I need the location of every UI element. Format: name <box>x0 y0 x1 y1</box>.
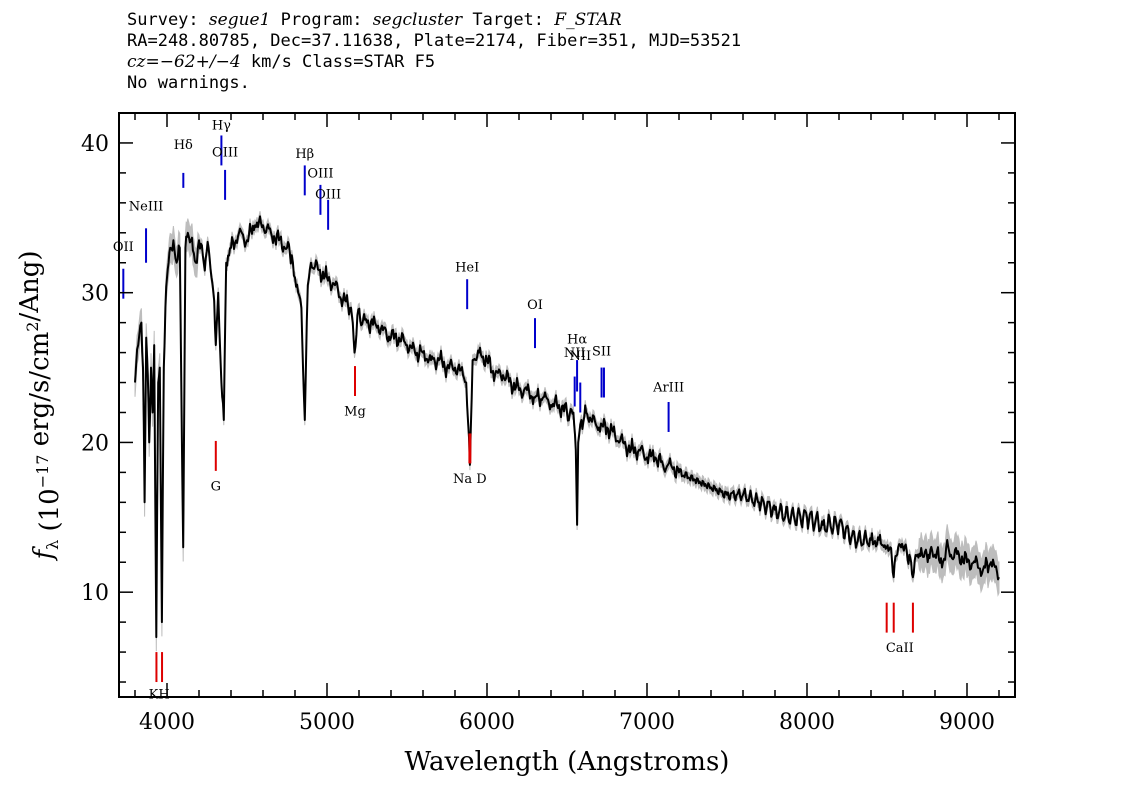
header-line-survey: Survey: segue1 Program: segcluster Targe… <box>127 10 741 31</box>
x-tick-label: 7000 <box>619 710 675 735</box>
emission-line-label: OIII <box>212 145 238 160</box>
emission-line-label: SII <box>592 345 611 360</box>
x-tick-label: 9000 <box>939 710 995 735</box>
y-tick-label: 20 <box>81 431 109 456</box>
flux-line-group <box>134 215 1000 639</box>
y-axis-title-part: λ <box>43 540 62 550</box>
absorption-line-label: Mg <box>344 404 366 419</box>
error-band <box>134 211 1000 652</box>
emission-line-label: OIII <box>315 187 341 202</box>
emission-line-label: Hγ <box>212 118 231 133</box>
y-axis-title-part: −17 <box>33 455 52 489</box>
target-value: F_STAR <box>554 10 622 30</box>
header-line-redshift: cz=−62+/−4 km/s Class=STAR F5 <box>127 52 741 73</box>
program-value: segcluster <box>372 10 463 30</box>
emission-line-label: OIII <box>307 166 333 181</box>
header-line-warnings: No warnings. <box>127 73 250 93</box>
error-band-area <box>134 211 1000 652</box>
emission-line-label: HeI <box>455 261 479 276</box>
y-axis-title-part: /Ang) <box>15 250 45 321</box>
y-tick-label: 10 <box>81 581 109 606</box>
survey-value: segue1 <box>208 10 271 30</box>
x-axis-title: Wavelength (Angstroms) <box>405 747 730 777</box>
y-axis-title-part: erg/s/cm <box>25 332 55 455</box>
emission-line-label: OI <box>527 298 543 313</box>
emission-line-label: NII <box>564 346 586 361</box>
y-axis-title-part: (10 <box>35 488 65 540</box>
program-label: Program: <box>280 10 363 30</box>
target-label: Target: <box>472 10 545 30</box>
class-text: km/s Class=STAR F5 <box>240 52 436 72</box>
y-axis-title-text: f_λ (10^-17 erg/s/cm^2/Ang)fλ (10−17 erg… <box>15 250 65 561</box>
absorption-line-label: Na D <box>453 472 487 487</box>
y-tick-label: 40 <box>81 132 109 157</box>
header-line-coordinates: RA=248.80785, Dec=37.11638, Plate=2174, … <box>127 31 742 51</box>
x-tick-label: 8000 <box>779 710 835 735</box>
y-axis-title: f_λ (10^-17 erg/s/cm^2/Ang)fλ (10−17 erg… <box>15 250 65 561</box>
cz-label: cz <box>127 52 146 72</box>
emission-line-label: ArIII <box>652 381 684 396</box>
emission-line-label: NII <box>569 349 591 364</box>
flux-line <box>134 215 1000 639</box>
emission-line-label: OII <box>113 240 134 255</box>
plot-frame <box>118 112 1016 698</box>
y-axis-title-part: 2 <box>23 322 42 332</box>
absorption-line-label: KH <box>149 687 170 702</box>
emission-line-label: Hα <box>567 333 587 348</box>
spectrum-header: Survey: segue1 Program: segcluster Targe… <box>127 10 741 94</box>
x-tick-label: 4000 <box>139 710 195 735</box>
x-tick-label: 6000 <box>459 710 515 735</box>
x-tick-label: 5000 <box>299 710 355 735</box>
emission-line-label: NeIII <box>129 199 163 214</box>
y-tick-label: 30 <box>81 282 109 307</box>
emission-line-label: Hδ <box>174 138 193 153</box>
axes: 4000 5000 6000 7000 8000 9000 10 20 30 40 <box>81 112 1016 735</box>
absorption-line-label: G <box>211 479 221 494</box>
survey-label: Survey: <box>127 10 199 30</box>
absorption-line-label: CaII <box>886 641 914 656</box>
emission-line-label: Hβ <box>295 147 314 162</box>
cz-value: =−62+/−4 <box>145 52 241 72</box>
